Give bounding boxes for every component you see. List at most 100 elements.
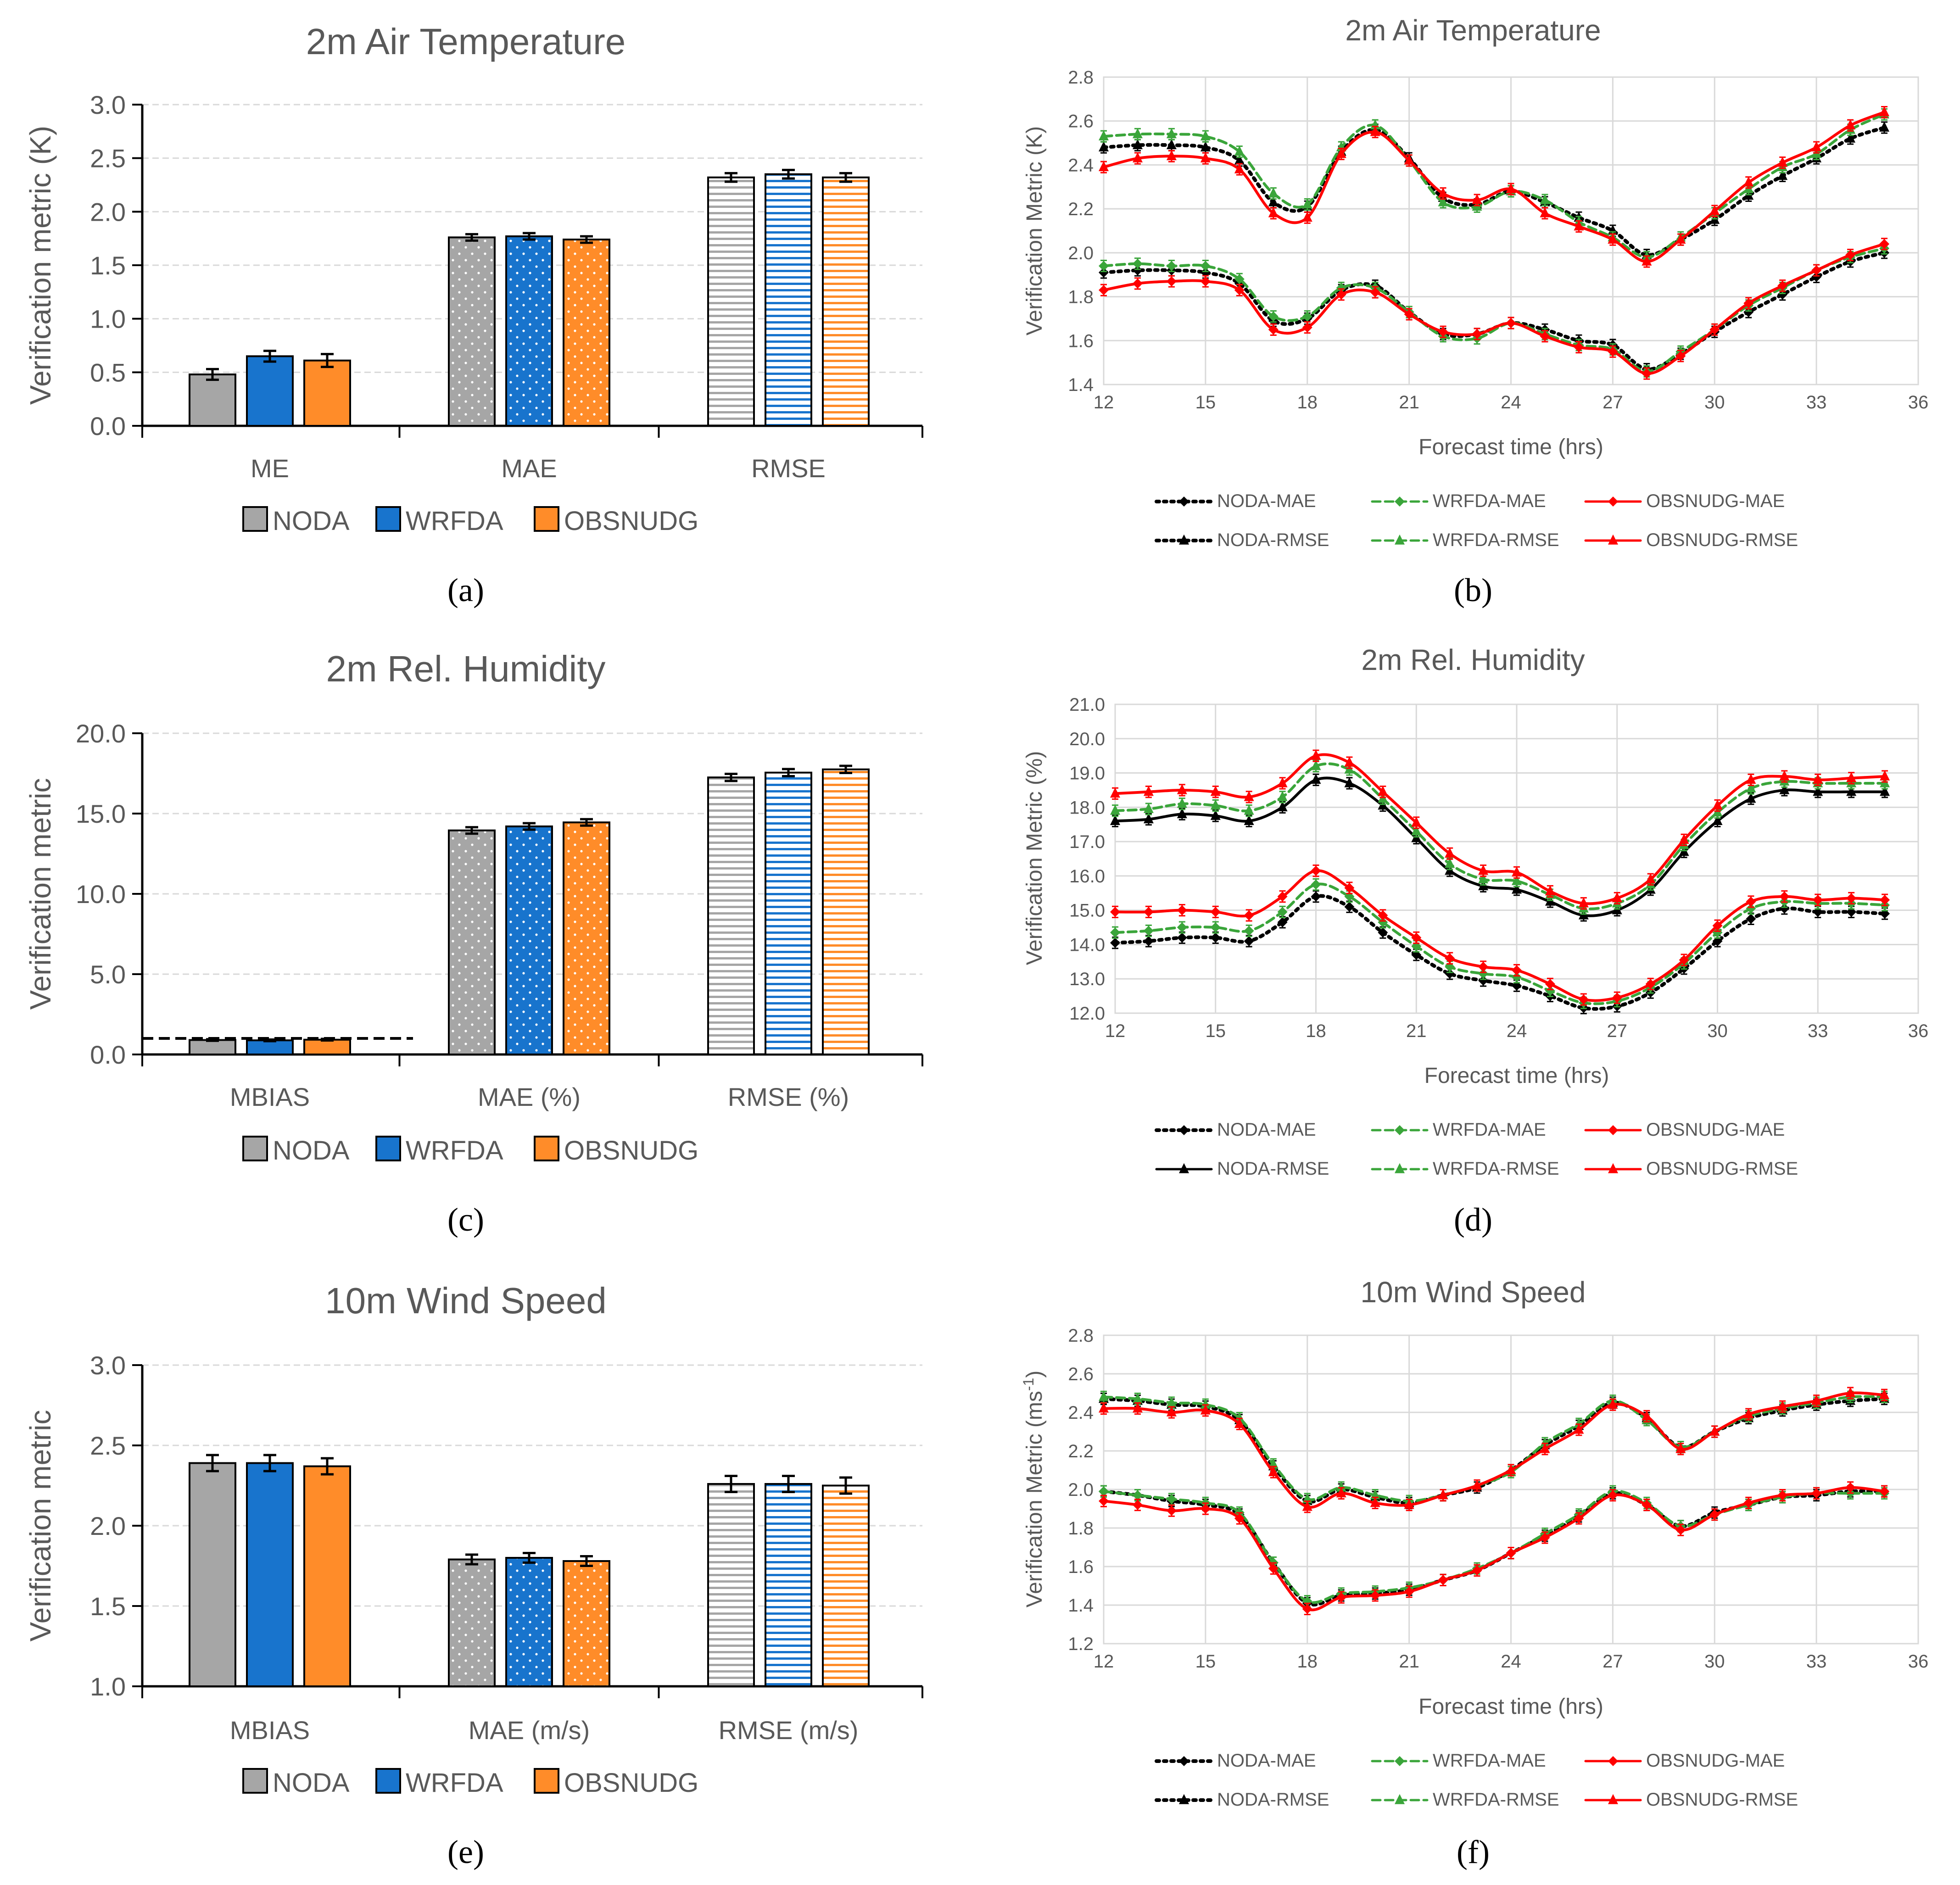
marker-triangle xyxy=(1777,170,1788,180)
x-tick-label: 18 xyxy=(1297,392,1318,413)
marker-triangle xyxy=(1404,1499,1414,1509)
marker-triangle xyxy=(1200,152,1211,162)
marker-diamond xyxy=(1608,496,1618,507)
legend-label: OBSNUDG xyxy=(564,1768,698,1798)
marker-triangle xyxy=(1099,1402,1109,1413)
legend-swatch-wrfda xyxy=(375,506,401,532)
marker-diamond xyxy=(1132,278,1143,289)
panel-label: (e) xyxy=(447,1834,484,1870)
panel-label: (b) xyxy=(1454,572,1492,608)
series-noda-mae xyxy=(1110,890,1890,1015)
category-label: MBIAS xyxy=(230,1716,310,1745)
marker-diamond xyxy=(1210,932,1221,943)
x-tick-label: 30 xyxy=(1704,392,1725,413)
marker-triangle xyxy=(1177,798,1187,808)
marker-triangle xyxy=(1472,1479,1482,1490)
marker-triangle xyxy=(1512,875,1522,885)
marker-diamond xyxy=(1132,1500,1143,1510)
marker-triangle xyxy=(1540,1443,1550,1453)
marker-triangle xyxy=(1378,786,1388,796)
marker-triangle xyxy=(1506,183,1516,193)
marker-diamond xyxy=(1110,907,1120,917)
legend-label: WRFDA-RMSE xyxy=(1433,1790,1559,1810)
marker-triangle xyxy=(1200,1404,1211,1415)
series-noda-mae xyxy=(1099,246,1890,376)
legend-label: NODA-RMSE xyxy=(1217,530,1329,550)
marker-triangle xyxy=(1813,774,1823,784)
marker-diamond xyxy=(1244,926,1254,936)
x-tick-label: 15 xyxy=(1195,1651,1216,1672)
marker-triangle xyxy=(1336,1481,1346,1492)
marker-triangle xyxy=(1234,145,1245,156)
marker-diamond xyxy=(1179,496,1189,507)
series-obsnudg-rmse xyxy=(1099,1387,1890,1513)
bar-wrfda-0 xyxy=(246,1039,294,1055)
marker-triangle xyxy=(1099,130,1109,141)
y-tick-label: 0.0 xyxy=(90,412,126,441)
marker-diamond xyxy=(1244,910,1254,920)
marker-triangle xyxy=(1709,205,1720,215)
y-tick-label: 1.8 xyxy=(1068,287,1094,307)
x-tick-label: 27 xyxy=(1607,1021,1628,1041)
marker-triangle xyxy=(1166,128,1177,139)
x-tick-label: 12 xyxy=(1094,392,1114,413)
marker-triangle xyxy=(1411,816,1422,827)
series-obsnudg-rmse xyxy=(1110,749,1890,910)
marker-diamond xyxy=(1608,1756,1618,1766)
panel-label: (f) xyxy=(1457,1834,1490,1870)
x-tick-label: 24 xyxy=(1501,1651,1521,1672)
legend-label: NODA-RMSE xyxy=(1217,1159,1329,1179)
marker-diamond xyxy=(1132,258,1143,269)
bar-wrfda-0 xyxy=(246,355,294,427)
marker-diamond xyxy=(1370,1590,1380,1601)
y-tick-label: 2.0 xyxy=(1068,243,1094,263)
marker-triangle xyxy=(1210,786,1221,796)
bar-wrfda-2 xyxy=(765,1483,812,1687)
marker-triangle xyxy=(1578,897,1589,908)
marker-diamond xyxy=(1200,1504,1211,1514)
marker-diamond xyxy=(1099,285,1109,296)
marker-triangle xyxy=(1712,815,1723,825)
y-tick-label: 2.6 xyxy=(1068,1364,1094,1384)
category-label: RMSE (%) xyxy=(728,1082,849,1111)
y-tick-label: 2.5 xyxy=(90,144,126,173)
marker-diamond xyxy=(1642,1500,1652,1510)
marker-diamond xyxy=(1880,895,1890,905)
marker-triangle xyxy=(1642,1410,1652,1421)
category-label: RMSE (m/s) xyxy=(719,1716,859,1745)
marker-triangle xyxy=(1132,139,1143,150)
bar-noda-0 xyxy=(189,374,236,427)
marker-triangle xyxy=(1344,777,1355,787)
marker-diamond xyxy=(1099,267,1109,278)
y-tick-label: 1.8 xyxy=(1068,1518,1094,1539)
legend-swatch-noda xyxy=(242,1136,268,1161)
marker-triangle xyxy=(1370,1497,1380,1507)
marker-diamond xyxy=(1675,1525,1686,1535)
marker-triangle xyxy=(1879,1389,1890,1399)
marker-diamond xyxy=(1512,965,1522,976)
marker-triangle xyxy=(1166,150,1177,161)
marker-triangle xyxy=(1472,194,1482,204)
y-tick-label: 1.6 xyxy=(1068,1557,1094,1577)
marker-triangle xyxy=(1200,1399,1211,1409)
series-line xyxy=(1114,776,1887,917)
marker-triangle xyxy=(1302,198,1312,209)
series-line xyxy=(1114,869,1887,1002)
series-obsnudg-mae xyxy=(1099,238,1890,380)
x-tick-label: 30 xyxy=(1707,1021,1728,1041)
marker-triangle xyxy=(1574,220,1584,231)
bar-wrfda-2 xyxy=(765,173,812,427)
y-tick-label: 2.2 xyxy=(1068,199,1094,219)
marker-triangle xyxy=(1166,1406,1177,1417)
marker-diamond xyxy=(1370,287,1380,297)
legend-label: WRFDA-MAE xyxy=(1433,491,1546,511)
marker-triangle xyxy=(1880,770,1890,781)
marker-triangle xyxy=(1679,834,1689,844)
marker-diamond xyxy=(1845,1482,1856,1493)
marker-triangle xyxy=(1438,187,1448,198)
marker-diamond xyxy=(1166,276,1177,287)
marker-triangle xyxy=(1200,141,1211,151)
x-tick-label: 27 xyxy=(1603,1651,1623,1672)
marker-triangle xyxy=(1845,1387,1856,1397)
x-tick-label: 21 xyxy=(1399,1651,1419,1672)
